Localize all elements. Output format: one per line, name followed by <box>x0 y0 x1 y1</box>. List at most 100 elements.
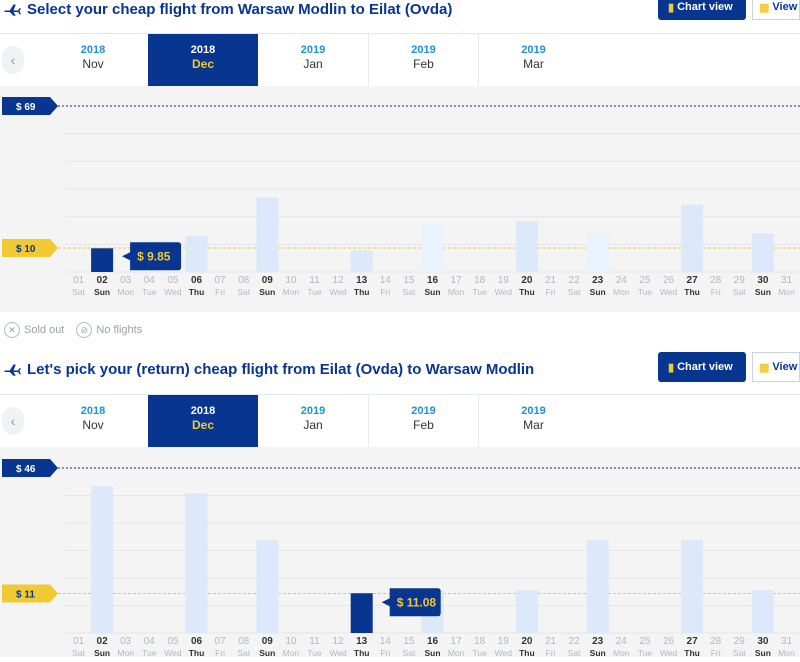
day-number-label: 31 <box>781 275 793 286</box>
fare-chart-svg: $ 46$ 1101Sat02Sun03Mon04Tue05Wed06Thu07… <box>2 459 800 658</box>
return-header: Let's pick your (return) cheap flight fr… <box>3 359 534 379</box>
weekday-label: Wed <box>329 287 347 297</box>
fare-bar[interactable] <box>681 204 704 272</box>
tab-month-mar[interactable]: 2019 Mar <box>478 34 588 86</box>
day-number-label: 20 <box>521 636 533 647</box>
legend-sold-out: ✕ Sold out <box>4 322 64 338</box>
weekday-label: Sat <box>403 287 416 297</box>
tab-month-feb[interactable]: 2019 Feb <box>368 395 478 447</box>
return-section: Let's pick your (return) cheap flight fr… <box>0 350 800 658</box>
view-by-button[interactable]: ▦ View b <box>752 352 800 382</box>
tab-month: Jan <box>303 57 323 71</box>
tab-month-nov[interactable]: 2018 Nov <box>38 34 148 86</box>
weekday-label: Mon <box>448 287 465 297</box>
fare-bar[interactable] <box>185 493 208 633</box>
weekday-label: Thu <box>684 648 700 657</box>
return-title: Let's pick your (return) cheap flight fr… <box>27 360 535 378</box>
tab-month-jan[interactable]: 2019 Jan <box>258 34 368 86</box>
tab-month-nov[interactable]: 2018 Nov <box>38 395 148 447</box>
legend-sold-out-label: Sold out <box>24 324 65 336</box>
weekday-label: Wed <box>660 648 678 657</box>
tab-year: 2018 <box>190 405 216 417</box>
fare-bar[interactable] <box>751 589 774 633</box>
return-fare-chart: $ 46 $ 11 01 Sat 02 Sun 03 Mon 04 Tue 05 Wed 06 Thu 07… <box>0 447 800 658</box>
max-price-label: $ 46 <box>16 464 36 475</box>
chart-legend: ✕ Sold out ⊘ No flights <box>4 322 142 338</box>
fare-bar[interactable] <box>586 233 609 272</box>
day-number-label: 14 <box>380 275 392 286</box>
chart-view-button[interactable]: ▮ Chart view <box>658 0 746 20</box>
fare-bar[interactable] <box>350 250 373 272</box>
weekday-label: Fri <box>546 648 556 657</box>
weekday-label: Wed <box>329 648 347 657</box>
selected-fare-bar[interactable] <box>350 593 373 633</box>
weekday-label: Mon <box>283 287 300 297</box>
selected-price-tooltip <box>122 242 182 271</box>
max-price-flag <box>2 459 58 477</box>
tab-month-feb[interactable]: 2019 Feb <box>368 34 478 86</box>
day-number-label: 29 <box>734 275 746 286</box>
tab-month: Nov <box>82 418 104 432</box>
plane-icon <box>4 4 21 16</box>
average-price-label: $ 11 <box>16 590 35 601</box>
tab-year: 2019 <box>411 405 436 417</box>
tab-month: Mar <box>523 57 544 71</box>
tab-month-dec[interactable]: 2018 Dec <box>148 34 258 86</box>
prev-month-button[interactable]: ‹ <box>2 46 24 74</box>
tab-month-dec[interactable]: 2018 Dec <box>148 395 258 447</box>
plane-icon <box>4 364 21 376</box>
tab-year: 2019 <box>411 44 436 56</box>
day-number-label: 19 <box>498 275 510 286</box>
tab-month-jan[interactable]: 2019 Jan <box>258 395 368 447</box>
tab-month: Nov <box>82 57 104 71</box>
day-number-label: 23 <box>592 275 604 286</box>
day-number-label: 24 <box>616 275 628 286</box>
day-number-label: 09 <box>262 636 274 647</box>
day-number-label: 08 <box>238 275 250 286</box>
view-by-button[interactable]: ▦ View b <box>752 0 800 20</box>
weekday-label: Tue <box>142 648 157 657</box>
weekday-label: Mon <box>283 648 300 657</box>
selected-fare-bar[interactable] <box>91 248 114 272</box>
legend-no-flights-label: No flights <box>96 324 143 336</box>
fare-bar[interactable] <box>185 235 208 272</box>
day-number-label: 27 <box>687 275 699 286</box>
weekday-label: Sun <box>755 287 771 297</box>
day-number-label: 25 <box>639 636 651 647</box>
fare-bar[interactable] <box>515 221 538 272</box>
weekday-label: Fri <box>380 287 390 297</box>
day-number-label: 05 <box>167 636 179 647</box>
weekday-label: Mon <box>778 648 795 657</box>
weekday-label: Tue <box>307 287 322 297</box>
fare-chart-svg: $ 69$ 1001Sat02Sun03Mon04Tue05Wed06Thu07… <box>2 97 800 297</box>
fare-bar[interactable] <box>91 485 114 633</box>
fare-bar[interactable] <box>586 539 609 633</box>
fare-bar[interactable] <box>681 539 704 633</box>
day-number-label: 03 <box>120 636 132 647</box>
fare-bar[interactable] <box>421 223 444 272</box>
day-number-label: 26 <box>663 636 675 647</box>
weekday-label: Thu <box>684 287 700 297</box>
day-number-label: 20 <box>521 275 533 286</box>
fare-bar[interactable] <box>515 589 538 633</box>
tab-month-mar[interactable]: 2019 Mar <box>478 395 588 447</box>
weekday-label: Sat <box>733 287 746 297</box>
calendar-icon: ▦ <box>759 361 770 374</box>
fare-bar[interactable] <box>751 233 774 272</box>
max-price-label: $ 69 <box>16 102 36 113</box>
fare-bar[interactable] <box>256 539 279 633</box>
day-number-label: 31 <box>781 636 793 647</box>
bar-chart-icon: ▮ <box>668 1 675 14</box>
fare-bar[interactable] <box>256 197 279 272</box>
outbound-month-tabs: ‹ 2018 Nov 2018 Dec 2019 Jan 2019 Feb 20… <box>0 33 800 87</box>
chart-view-button[interactable]: ▮ Chart view <box>658 352 746 382</box>
day-number-label: 07 <box>215 636 227 647</box>
calendar-icon: ▦ <box>759 1 770 14</box>
day-number-label: 24 <box>616 636 628 647</box>
day-number-label: 10 <box>285 636 297 647</box>
weekday-label: Mon <box>613 648 630 657</box>
weekday-label: Wed <box>164 648 182 657</box>
day-number-label: 02 <box>97 636 109 647</box>
prev-month-button[interactable]: ‹ <box>2 407 24 435</box>
day-number-label: 26 <box>663 275 675 286</box>
